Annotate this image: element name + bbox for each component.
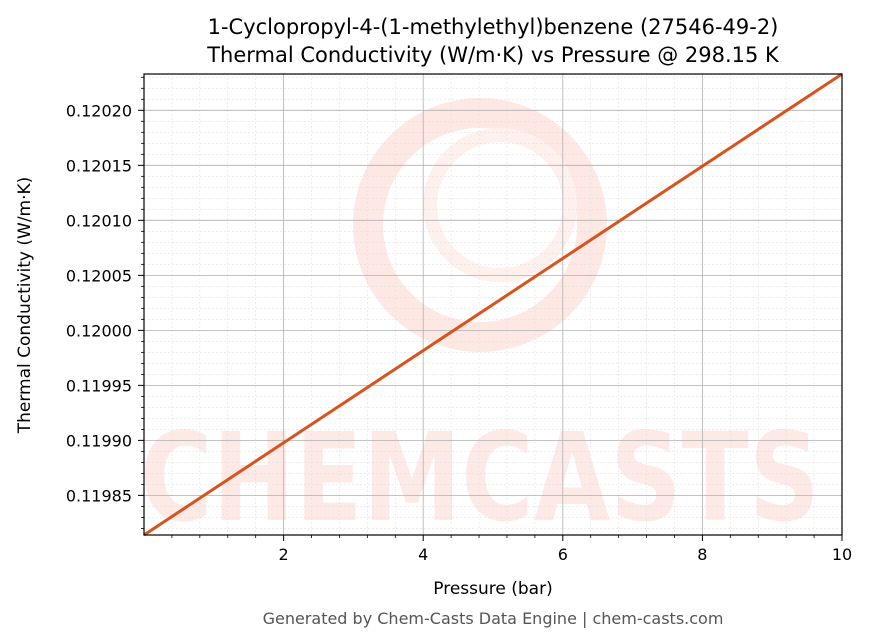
y-axis-label: Thermal Conductivity (W/m·K): [15, 177, 35, 435]
watermark-text: CHEMCASTS: [140, 407, 820, 549]
series-layer: [143, 72, 843, 537]
y-tick-label: 0.12020: [66, 101, 132, 120]
axis-ticks: 2 4 6 8 10 0.11985 0.11990 0.11995 0.12000 0.1200…: [66, 76, 852, 564]
chart-title: 1-Cyclopropyl-4-(1-methylethyl)benzene (…: [208, 15, 779, 39]
watermark-logo-icon: [353, 98, 607, 352]
y-tick-label: 0.11995: [66, 376, 132, 395]
minor-grid: [144, 74, 842, 535]
plot-frame: [143, 73, 843, 536]
major-grid: [144, 74, 843, 535]
y-tick-label: 0.12000: [66, 321, 132, 340]
x-tick-label: 2: [279, 545, 289, 564]
y-tick-label: 0.12010: [66, 211, 132, 230]
y-tick-label: 0.12005: [66, 266, 132, 285]
series-line: [143, 72, 843, 537]
x-tick-label: 4: [418, 545, 428, 564]
x-axis-label: Pressure (bar): [433, 579, 552, 599]
x-tick-label: 6: [558, 545, 568, 564]
watermark: CHEMCASTS: [140, 98, 820, 549]
x-tick-label: 8: [697, 545, 707, 564]
chart-subtitle: Thermal Conductivity (W/m·K) vs Pressure…: [206, 43, 780, 67]
x-tick-label: 10: [832, 545, 852, 564]
y-tick-label: 0.11990: [66, 431, 132, 450]
footer-text: Generated by Chem-Casts Data Engine | ch…: [263, 609, 724, 628]
y-tick-label: 0.11985: [66, 486, 132, 505]
y-tick-label: 0.12015: [66, 156, 132, 175]
